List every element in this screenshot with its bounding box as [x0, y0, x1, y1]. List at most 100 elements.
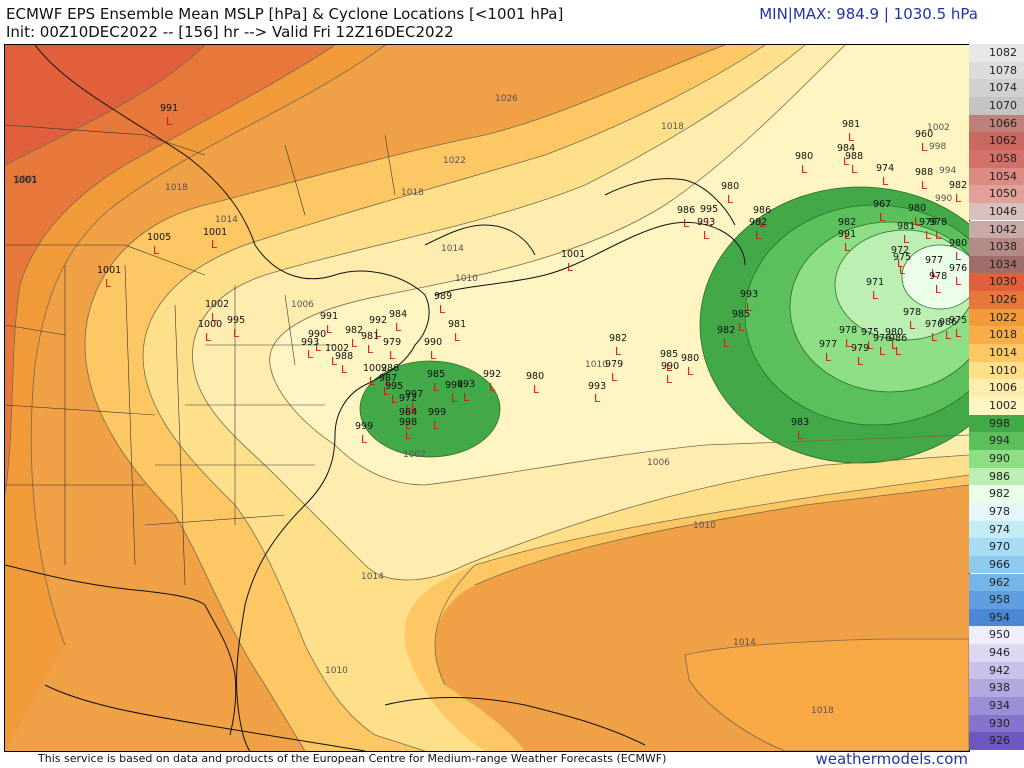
svg-text:981: 981: [361, 331, 379, 342]
colorbar-label: 1082: [989, 46, 1017, 59]
colorbar-label: 1010: [989, 363, 1017, 377]
svg-text:978: 978: [929, 271, 947, 282]
colorbar-swatch: 1082: [969, 44, 1024, 62]
svg-text:L: L: [567, 261, 574, 274]
isobar-label: 1018: [401, 188, 424, 198]
colorbar-swatch: 1054: [969, 167, 1024, 186]
colorbar-swatch: 974: [969, 520, 1024, 539]
colorbar-label: 998: [989, 416, 1010, 430]
colorbar-swatch: 1030: [969, 273, 1024, 292]
svg-text:L: L: [931, 331, 938, 344]
svg-text:981: 981: [842, 119, 860, 130]
svg-text:L: L: [666, 373, 673, 386]
isobar-lines: [5, 45, 969, 751]
svg-text:L: L: [727, 193, 734, 206]
svg-text:993: 993: [588, 381, 606, 392]
colorbar-swatch: 950: [969, 626, 1024, 645]
svg-text:L: L: [307, 348, 314, 361]
colorbar-swatch: 930: [969, 714, 1024, 733]
colorbar-swatch: 1046: [969, 202, 1024, 221]
svg-text:L: L: [205, 331, 212, 344]
colorbar-swatch: 986: [969, 467, 1024, 486]
pressure-map[interactable]: 1026 1022 1018 1014 1010 1006 1002 1018 …: [4, 44, 970, 752]
svg-text:L: L: [759, 217, 766, 230]
isobar-label-group: 1026 1022 1018 1014 1010 1006 1002 1018 …: [15, 94, 956, 716]
isobar-label: 1002: [403, 450, 426, 460]
svg-text:L: L: [611, 371, 618, 384]
colorbar-label: 1042: [989, 222, 1017, 236]
svg-text:972: 972: [891, 245, 909, 256]
svg-text:L: L: [844, 229, 851, 242]
colorbar-swatch: 1066: [969, 114, 1024, 133]
svg-text:974: 974: [876, 163, 894, 174]
svg-text:L: L: [391, 393, 398, 406]
svg-text:995: 995: [227, 315, 245, 326]
svg-text:978: 978: [929, 217, 947, 228]
colorbar-swatch: 978: [969, 502, 1024, 521]
svg-text:L: L: [395, 321, 402, 334]
colorbar-swatch: 1050: [969, 185, 1024, 203]
svg-text:L: L: [351, 337, 358, 350]
svg-text:L: L: [891, 339, 898, 352]
svg-text:977: 977: [819, 339, 837, 350]
svg-text:L: L: [882, 175, 889, 188]
svg-text:L: L: [909, 319, 916, 332]
isobar-label: 1026: [495, 94, 518, 104]
svg-text:L: L: [326, 323, 333, 336]
svg-text:L: L: [879, 345, 886, 358]
svg-text:1001: 1001: [203, 227, 227, 238]
chart-subtitle: Init: 00Z10DEC2022 -- [156] hr --> Valid…: [6, 23, 454, 41]
svg-text:L: L: [439, 303, 446, 316]
colorbar-swatch: 938: [969, 679, 1024, 698]
svg-text:L: L: [746, 301, 753, 314]
isobar-label: 1010: [455, 274, 478, 284]
svg-text:993: 993: [301, 337, 319, 348]
svg-text:981: 981: [448, 319, 466, 330]
svg-text:986: 986: [381, 363, 399, 374]
svg-text:L: L: [454, 331, 461, 344]
svg-text:L: L: [955, 192, 962, 205]
isobar-label: 1010: [585, 360, 608, 370]
svg-text:L: L: [683, 217, 690, 230]
colorbar-label: 990: [989, 451, 1010, 465]
colorbar-swatch: 990: [969, 449, 1024, 468]
svg-text:L: L: [935, 283, 942, 296]
svg-text:L: L: [848, 131, 855, 144]
svg-text:982: 982: [838, 217, 856, 228]
svg-text:975: 975: [893, 252, 911, 263]
colorbar-label: 994: [989, 434, 1010, 448]
svg-text:995: 995: [700, 204, 718, 215]
colorbar-swatch: 1006: [969, 379, 1024, 397]
colorbar-label: 982: [989, 487, 1010, 501]
svg-text:979: 979: [383, 337, 401, 348]
colorbar-label: 1018: [989, 328, 1017, 342]
svg-text:L: L: [315, 341, 322, 354]
colorbar-swatch: 1034: [969, 255, 1024, 274]
svg-text:988: 988: [335, 351, 353, 362]
svg-text:980: 980: [526, 371, 544, 382]
colorbar-swatch: 958: [969, 591, 1024, 609]
brand-link[interactable]: weathermodels.com: [815, 750, 968, 768]
